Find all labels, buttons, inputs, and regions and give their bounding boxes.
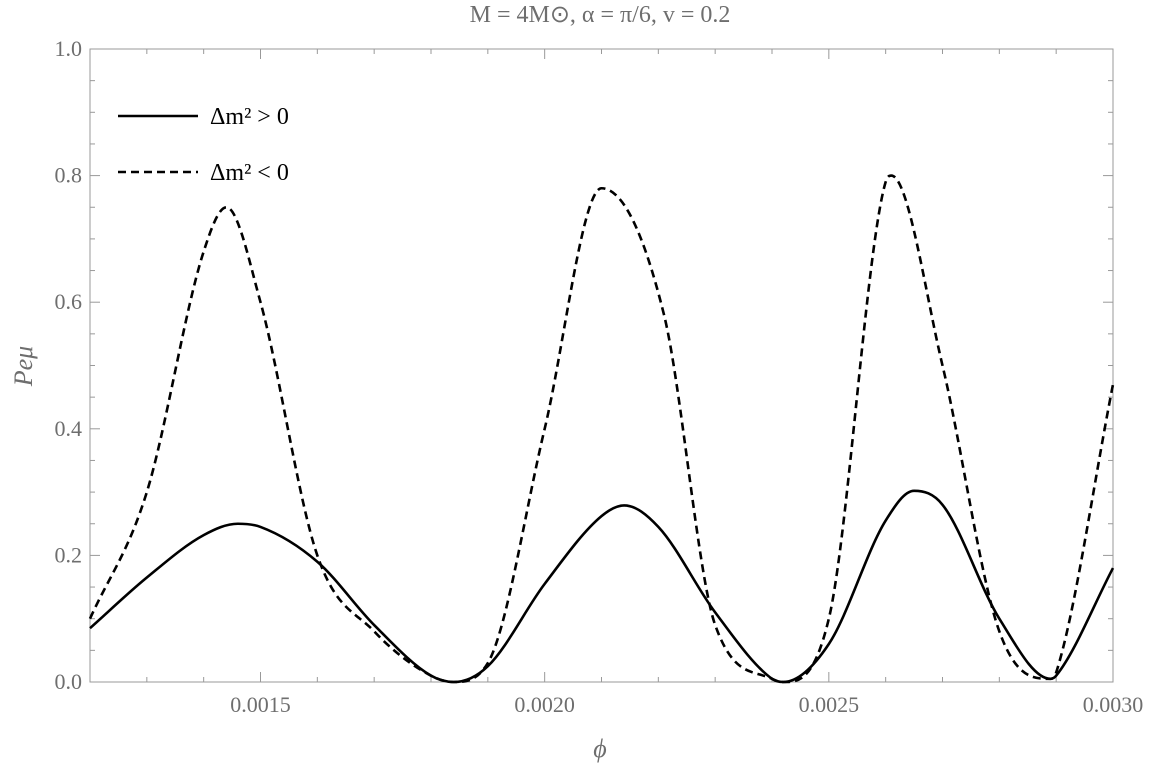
chart-title: M = 4M⊙, α = π/6, v = 0.2 [470,2,731,28]
y-tick-label: 0.6 [55,289,83,314]
x-tick-label: 0.0020 [514,692,575,717]
x-tick-label: 0.0030 [1083,692,1144,717]
x-axis-label: ϕ [593,734,606,763]
series-line-1 [89,489,1115,684]
x-tick-label: 0.0015 [230,692,291,717]
series-line-2 [88,174,1115,684]
series-layer [88,174,1115,684]
y-axis-label: Peμ [9,346,38,387]
y-tick-label: 0.2 [55,542,83,567]
y-tick-label: 0.8 [55,163,83,188]
legend-label-2: Δm² < 0 [210,160,289,186]
x-ticks: 0.0015 0.0020 0.0025 0.0030 [89,49,1144,717]
y-tick-label: 0.0 [55,669,83,694]
legend: Δm² > 0 Δm² < 0 [118,104,289,186]
plot-frame [89,48,1114,683]
y-tick-label: 1.0 [55,36,83,61]
y-tick-label: 0.4 [55,416,83,441]
x-tick-label: 0.0025 [799,692,860,717]
y-ticks: 0.0 0.2 0.4 0.6 0.8 1.0 [55,36,1113,694]
legend-label-1: Δm² > 0 [210,104,289,130]
